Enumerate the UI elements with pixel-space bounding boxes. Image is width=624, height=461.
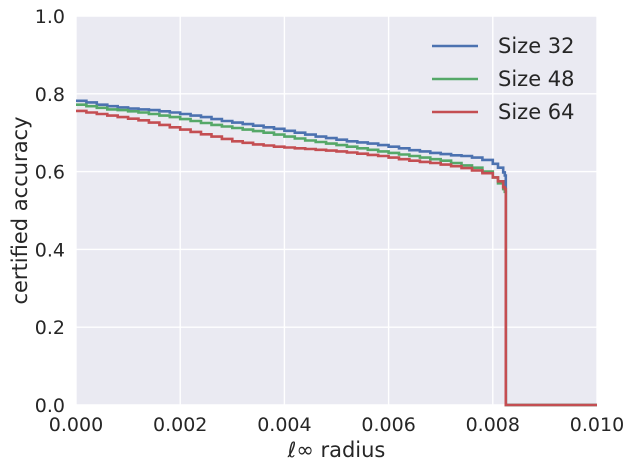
y-tick-label: 1.0 [35, 6, 65, 28]
legend-entry-label: Size 48 [498, 67, 575, 91]
y-tick-label: 0.0 [35, 395, 65, 417]
y-tick-label: 0.8 [35, 84, 65, 106]
series-line-size-64 [76, 109, 597, 407]
y-tick-label: 0.4 [35, 239, 65, 261]
x-tick-label: 0.000 [49, 414, 103, 436]
grid-lines [75, 15, 598, 406]
x-tick-label: 0.002 [153, 414, 207, 436]
legend-entry-label: Size 64 [498, 100, 575, 124]
legend-entry-label: Size 32 [498, 34, 575, 58]
y-tick-label: 0.6 [35, 162, 65, 184]
series-lines [76, 99, 597, 407]
y-axis-label: certified accuracy [8, 116, 32, 304]
y-tick-labels: 0.0 0.2 0.4 0.6 0.8 1.0 [35, 6, 65, 417]
x-tick-labels: 0.000 0.002 0.004 0.006 0.008 0.010 [49, 414, 624, 436]
x-tick-label: 0.010 [570, 414, 624, 436]
series-line-size-48 [76, 103, 597, 407]
x-tick-label: 0.004 [257, 414, 311, 436]
y-tick-label: 0.2 [35, 317, 65, 339]
x-tick-label: 0.006 [361, 414, 415, 436]
series-line-size-32 [76, 99, 597, 407]
legend: Size 32 Size 48 Size 64 [432, 34, 575, 124]
x-tick-label: 0.008 [466, 414, 520, 436]
x-axis-label: ℓ∞ radius [287, 438, 386, 461]
plot-area [76, 16, 597, 405]
